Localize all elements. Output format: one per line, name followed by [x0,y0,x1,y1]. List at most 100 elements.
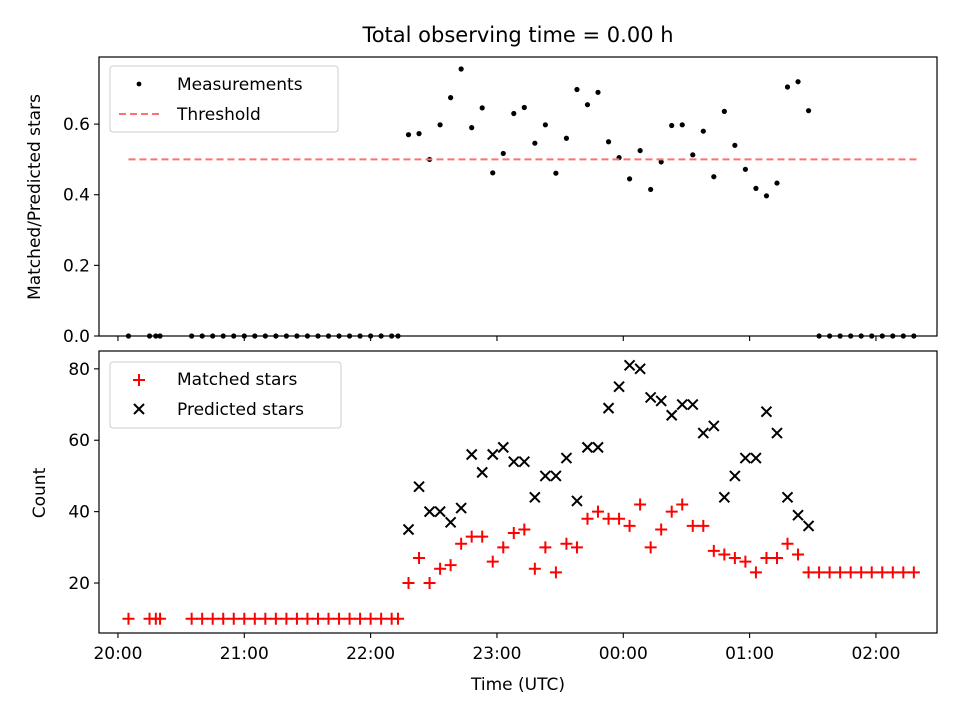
y-tick-label: 40 [68,503,90,523]
matched-stars-point [343,612,356,625]
measurement-point [584,102,591,108]
matched-stars-point [739,555,752,568]
measurement-point [690,152,696,158]
y-tick-label: 0.0 [63,327,90,347]
top-marks-layer [125,66,919,339]
predicted-stars-point [402,523,415,536]
matched-stars-point [539,541,552,554]
matched-stars-point [560,537,573,550]
measurement-point [521,104,527,111]
measurement-point [595,89,601,95]
predicted-stars-legend-marker [133,403,145,415]
matched-stars-point [434,562,447,575]
bottom-x-ticks: 20:00 21:00 22:00 23:00 00:00 01:00 02:00 [93,633,900,664]
matched-stars-point [760,552,773,565]
bottom-y-ticks: 20 40 60 80 [68,360,99,594]
measurement-point [605,139,612,145]
top-y-axis-label: Matched/Predicted stars [25,94,45,300]
matched-stars-point [749,566,762,579]
matched-stars-point [375,612,388,625]
matched-stars-point [813,566,826,579]
measurement-point [405,132,412,138]
top-axes-frame [98,56,938,337]
predicted-stars-point [676,398,688,411]
predicted-stars-point [550,470,562,482]
predicted-stars-point [423,505,436,518]
matched-stars-point [623,519,636,532]
matched-stars-point [707,544,720,557]
predicted-stars-point [539,470,552,482]
measurement-point [437,122,443,128]
matched-stars-point [634,498,647,511]
matched-stars-point [528,562,541,575]
predicted-stars-point [529,491,541,504]
matched-stars-point [686,519,699,532]
x-tick-label: 20:00 [93,644,142,664]
measurement-point [679,122,685,128]
matched-stars-point [269,612,282,625]
matched-stars-point [290,612,303,625]
predicted-stars-point [802,520,815,532]
measurement-point [416,131,422,137]
top-y-ticks: 0.0 0.2 0.4 0.6 [63,115,99,347]
predicted-stars-point [739,452,752,464]
matched-stars-point [676,498,689,511]
predicted-stars-point [644,391,657,404]
x-tick-label: 21:00 [220,644,269,664]
matched-stars-point [518,523,531,536]
x-tick-label: 23:00 [472,644,521,664]
legend-threshold-label: Threshold [176,105,261,125]
top-legend-frame [109,65,339,133]
measurement-point [637,147,643,154]
legend-predicted-stars-label: Predicted stars [177,400,304,420]
matched-stars-legend-marker [133,374,145,386]
predicted-stars-point [508,455,520,468]
matched-stars-point [455,537,468,550]
matched-stars-point [465,530,478,543]
measurement-point [648,186,654,193]
matched-stars-point [592,505,605,518]
predicted-stars-point [729,470,741,482]
predicted-stars-point [487,448,499,461]
predicted-stars-point [571,495,583,507]
matched-stars-point [354,612,367,625]
measurements-legend-marker [136,81,142,87]
matched-stars-point [865,566,878,579]
matched-stars-point [834,566,847,579]
matched-stars-point [206,612,219,625]
legend-matched-stars-label: Matched stars [177,370,297,390]
matched-stars-point [718,548,731,561]
predicted-stars-point [602,402,615,414]
matched-stars-point [311,612,324,625]
predicted-stars-point [781,491,794,504]
measurement-point [784,84,791,90]
measurement-point [448,95,454,101]
predicted-stars-point [634,363,646,375]
predicted-stars-point [518,455,531,468]
measurement-point [774,180,780,186]
matched-stars-point [613,512,626,525]
matched-stars-point [301,612,314,625]
matched-stars-point [897,566,910,579]
matched-stars-point [238,612,251,625]
measurement-point [805,108,812,114]
matched-stars-point [665,505,678,518]
predicted-stars-point [750,452,762,464]
matched-stars-point [876,566,889,579]
top-legend: Measurements Threshold [109,65,339,133]
predicted-stars-point [613,380,625,393]
x-axis-label: Time (UTC) [470,675,565,695]
matched-stars-point [423,577,436,590]
bottom-legend-frame [109,361,342,429]
predicted-stars-point [623,359,636,371]
measurement-point [721,108,727,114]
matched-stars-point [364,612,377,625]
matched-stars-point [570,541,583,554]
bottom-legend: Matched stars Predicted stars [109,361,342,429]
matched-stars-point [391,612,404,625]
measurement-point [763,193,770,199]
measurement-point [626,176,633,182]
matched-stars-point [444,559,457,572]
predicted-stars-point [792,509,804,521]
